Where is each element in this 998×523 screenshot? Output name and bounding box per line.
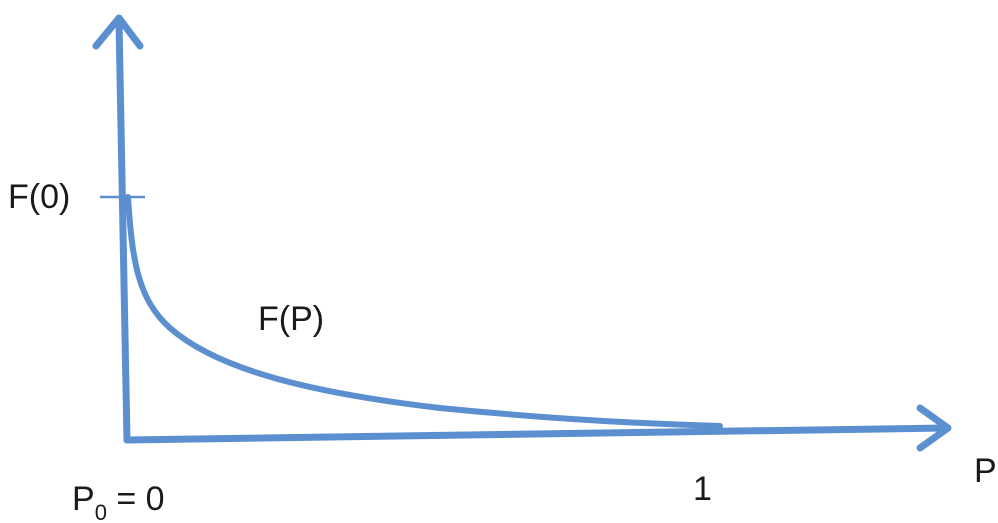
y-axis bbox=[92, 14, 144, 444]
x-axis bbox=[123, 404, 952, 452]
x-axis-label: P bbox=[974, 452, 997, 490]
x-axis-arrowhead bbox=[916, 404, 952, 452]
curve-f-of-p bbox=[125, 194, 723, 429]
origin-label: P0 = 0 bbox=[72, 480, 165, 523]
y-axis-arrowhead bbox=[92, 14, 144, 50]
y-axis-line bbox=[115, 18, 131, 444]
x-axis-line bbox=[123, 424, 950, 444]
origin-label-subscript: 0 bbox=[95, 500, 107, 523]
origin-label-rest: = 0 bbox=[107, 480, 165, 518]
origin-label-main: P bbox=[72, 480, 95, 518]
curve-label: F(P) bbox=[258, 300, 324, 338]
x-tick-label-one: 1 bbox=[693, 470, 712, 508]
y-intercept-label: F(0) bbox=[8, 178, 70, 216]
